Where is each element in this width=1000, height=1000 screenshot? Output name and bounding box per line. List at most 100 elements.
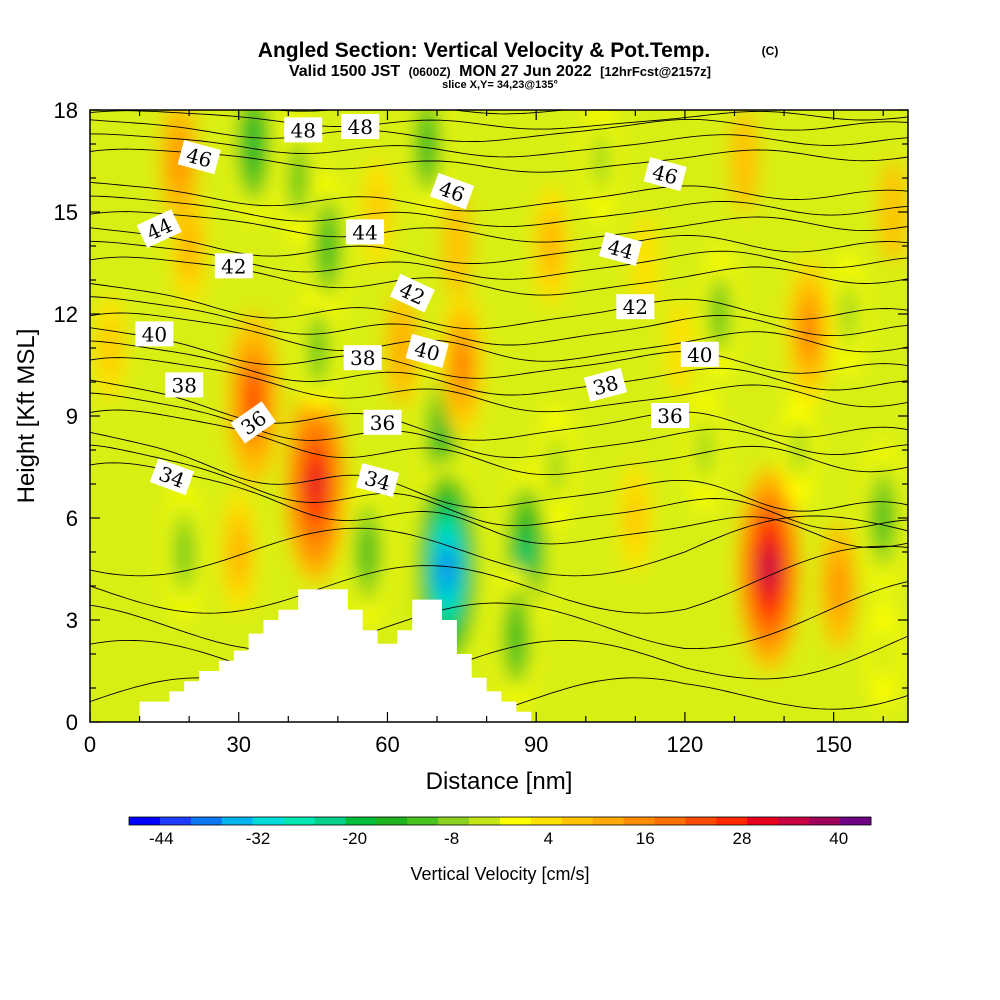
velocity-cell (307, 175, 349, 317)
x-tick-label: 120 (667, 732, 704, 757)
pot-temp-contour-line (90, 133, 908, 158)
contour-label-48: 48 (341, 114, 380, 139)
pot-temp-contour-line (90, 379, 908, 441)
velocity-cell (164, 484, 204, 620)
contour-label-background (651, 403, 689, 428)
colorbar-swatch (500, 817, 532, 825)
contour-label-46: 46 (643, 157, 687, 192)
colorbar-swatch (623, 817, 655, 825)
velocity-cell (94, 293, 126, 403)
velocity-band (421, 126, 433, 162)
colorbar-swatch (129, 817, 161, 825)
x-tick-label: 60 (375, 732, 399, 757)
velocity-band (878, 503, 888, 533)
colorbar-swatch (716, 817, 748, 825)
contour-label-background (389, 273, 435, 313)
contour-label-38: 38 (343, 345, 382, 371)
velocity-cell (442, 194, 472, 298)
colorbar-frame (128, 816, 872, 826)
contour-label-background (149, 458, 195, 495)
velocity-band (804, 316, 814, 346)
colorbar-tick-label: -32 (246, 829, 271, 848)
contour-label-text: 38 (350, 346, 375, 370)
svg-text:Valid 1500 JST (0600Z): Valid 1500 JST (0600Z) MON 27 Jun 2022 [… (289, 63, 711, 80)
title-main: Angled Section: Vertical Velocity & Pot.… (258, 39, 710, 62)
contour-label-text: 38 (171, 373, 196, 397)
pot-temp-contour-line (90, 227, 908, 264)
colorbar-swatch (314, 817, 346, 825)
pot-temp-contour-line (90, 312, 908, 362)
contour-label-background (599, 231, 643, 266)
velocity-cell (284, 384, 347, 584)
colorbar-swatch (438, 817, 470, 825)
velocity-band (878, 160, 908, 264)
velocity-band (179, 535, 190, 569)
velocity-cell (819, 521, 858, 651)
pot-temp-contour-line (90, 431, 908, 512)
pot-temp-contour-line (90, 195, 908, 228)
forecast-info: [12hrFcst@2157z] (600, 64, 711, 79)
contour-label-background (165, 372, 204, 398)
pot-temp-contour-line (90, 409, 908, 476)
contour-label-text: 48 (290, 118, 315, 142)
colorbar-label: Vertical Velocity [cm/s] (410, 864, 589, 884)
velocity-band (249, 128, 259, 160)
y-tick-label: 6 (66, 506, 78, 531)
contour-label-text: 36 (370, 411, 395, 435)
velocity-band (363, 537, 373, 567)
contour-label-background (343, 345, 382, 371)
title-valid-line: Valid 1500 JST (0600Z) MON 27 Jun 2022 [… (289, 63, 711, 80)
colorbar-swatch (809, 817, 841, 825)
velocity-cell (538, 406, 574, 528)
contour-label-36: 36 (363, 409, 402, 435)
contour-label-text: 44 (352, 220, 377, 244)
velocity-band (522, 538, 531, 566)
contour-label-text: 48 (347, 115, 372, 139)
contour-label-text: 42 (221, 254, 246, 278)
pot-temp-contour-line (90, 462, 908, 548)
contour-label-background (680, 341, 719, 367)
pot-temp-contour-line (90, 340, 908, 396)
velocity-cell (279, 113, 317, 243)
velocity-band (698, 429, 711, 471)
velocity-band (730, 110, 759, 213)
y-tick-label: 12 (54, 302, 78, 327)
contour-label-background (363, 409, 402, 435)
contour-label-42: 42 (214, 253, 253, 279)
velocity-band (437, 419, 446, 447)
pot-temp-contour-line (90, 545, 908, 614)
pot-temp-contour-line (90, 296, 908, 346)
velocity-band (394, 319, 411, 377)
y-axis-label: Height [Kft MSL] (13, 329, 40, 504)
pot-temp-contour-line (90, 283, 908, 330)
colorbar-swatch (778, 817, 810, 825)
x-tick-label: 90 (524, 732, 548, 757)
colorbar-swatch (654, 817, 686, 825)
colorbar-swatch (376, 817, 408, 825)
contour-label-40: 40 (135, 321, 174, 347)
x-axis-label: Distance [nm] (426, 768, 573, 795)
contour-label-background (583, 367, 628, 402)
velocity-cell (385, 290, 419, 406)
pot-temp-contour-line (90, 357, 908, 413)
velocity-band (875, 626, 891, 682)
velocity-band (102, 320, 118, 376)
colorbar-swatch (469, 817, 501, 825)
colorbar-swatch (190, 817, 223, 825)
y-tick-label: 0 (66, 710, 78, 735)
velocity-cell (439, 291, 484, 439)
contour-label-text: 40 (142, 322, 167, 346)
x-tick-label: 30 (226, 732, 250, 757)
contour-label-background (214, 253, 253, 279)
velocity-cell (782, 392, 816, 508)
pot-temp-contour-line (90, 392, 908, 458)
velocity-band (232, 531, 245, 573)
colorbar-swatch (561, 817, 594, 825)
pot-temp-contour-line (90, 181, 908, 212)
contour-label-background (356, 463, 400, 498)
contour-label-40: 40 (680, 341, 719, 367)
contour-label-background (346, 219, 385, 245)
velocity-cell (345, 478, 390, 626)
